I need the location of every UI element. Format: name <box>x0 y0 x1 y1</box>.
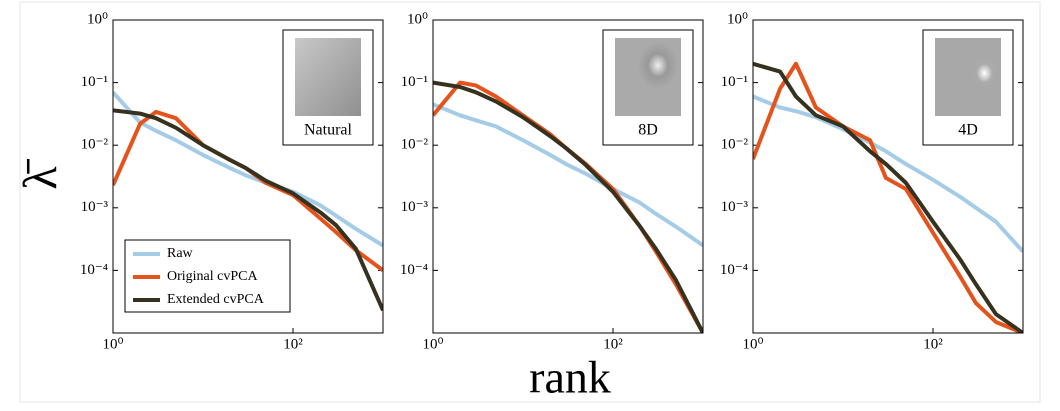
y-tick-label: 10⁰ <box>87 11 108 27</box>
y-tick-label: 10⁻⁴ <box>720 262 748 278</box>
y-tick-label: 10⁻³ <box>401 199 429 215</box>
x-tick-label: 10⁰ <box>422 336 443 352</box>
y-tick-label: 10⁻² <box>81 137 109 153</box>
x-tick-label: 10² <box>283 336 303 352</box>
panel: 10⁰ 10⁻¹ 10⁻² 10⁻³ 10⁻⁴ 10⁰ 10² 4D <box>720 11 1024 352</box>
series-line <box>753 94 1023 253</box>
series-line <box>753 61 1023 333</box>
y-tick-label: 10⁻¹ <box>81 74 108 90</box>
series-line <box>433 80 703 333</box>
x-axis-label: rank <box>529 352 611 403</box>
y-axis-label: λ̄ <box>14 158 67 189</box>
legend-label: Extended cvPCA <box>167 292 265 307</box>
inset-label: 4D <box>958 122 978 139</box>
series-line <box>113 108 383 312</box>
legend-label: Raw <box>167 246 194 261</box>
series-group <box>113 90 383 312</box>
y-tick-label: 10⁻⁴ <box>400 262 428 278</box>
y-tick-label: 10⁻⁴ <box>80 262 108 278</box>
series-line <box>113 90 383 248</box>
y-tick-label: 10⁻³ <box>81 199 109 215</box>
frame <box>19 1 1041 403</box>
axes-box <box>112 19 384 334</box>
y-tick-label: 10⁻¹ <box>721 74 748 90</box>
axes-box <box>432 19 704 334</box>
axes-box <box>752 19 1024 334</box>
x-tick-label: 10² <box>923 336 943 352</box>
inset-image <box>935 38 1001 116</box>
y-tick-label: 10⁻³ <box>721 199 749 215</box>
inset-label: Natural <box>304 122 353 139</box>
series-line <box>433 102 703 248</box>
inset-image <box>615 38 681 116</box>
inset-label: 8D <box>638 122 658 139</box>
y-tick-label: 10⁰ <box>407 11 428 27</box>
series-group <box>433 80 703 333</box>
legend-label: Original cvPCA <box>167 269 258 284</box>
y-tick-label: 10⁻¹ <box>401 74 428 90</box>
series-group <box>753 61 1023 333</box>
y-tick-label: 10⁻² <box>401 137 429 153</box>
x-tick-label: 10² <box>603 336 623 352</box>
x-tick-label: 10⁰ <box>102 336 123 352</box>
inset-image <box>295 38 361 116</box>
series-line <box>753 61 1023 333</box>
panel: 10⁰ 10⁻¹ 10⁻² 10⁻³ 10⁻⁴ 10⁰ 10² Natural Raw Origi… <box>80 11 384 352</box>
panel: 10⁰ 10⁻¹ 10⁻² 10⁻³ 10⁻⁴ 10⁰ 10² 8D <box>400 11 704 352</box>
x-tick-label: 10⁰ <box>742 336 763 352</box>
y-tick-label: 10⁰ <box>727 11 748 27</box>
y-tick-label: 10⁻² <box>721 137 749 153</box>
